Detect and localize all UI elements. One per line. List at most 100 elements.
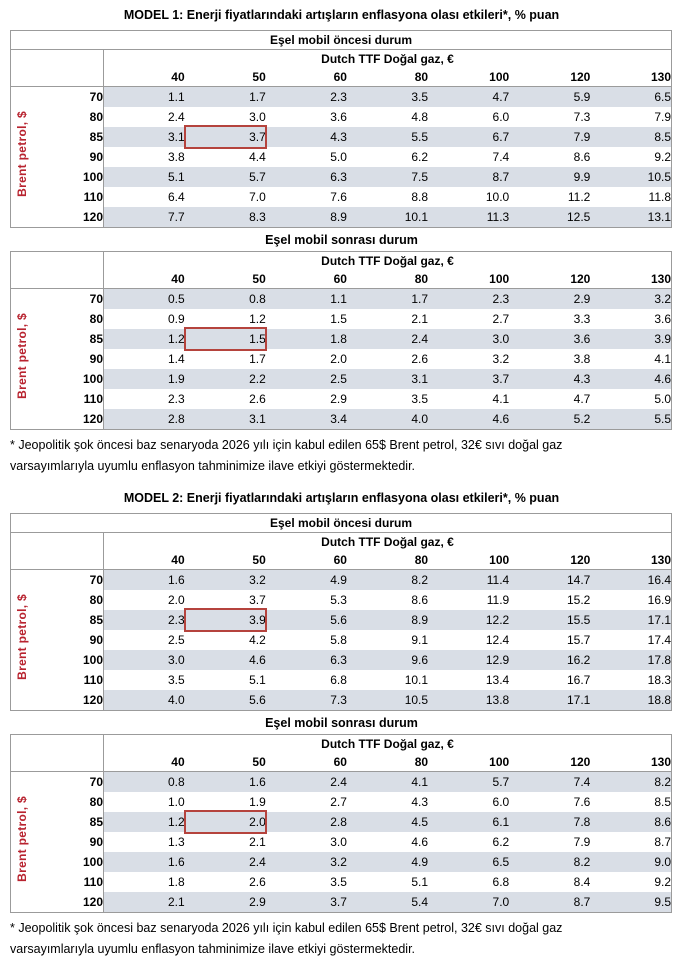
- value-cell: 16.9: [647, 593, 671, 607]
- value-cell: 0.5: [103, 288, 185, 309]
- model-1-section: MODEL 1: Enerji fiyatlarındaki artışları…: [10, 8, 673, 477]
- value-cell: 5.5: [590, 409, 672, 430]
- row-header: 80: [32, 590, 104, 610]
- value-cell: 9.2: [654, 875, 671, 889]
- col-header: 60: [265, 753, 347, 772]
- col-header: 40: [103, 68, 185, 87]
- oil-axis-label: Brent petrol, $: [14, 111, 29, 197]
- header-spacer: [10, 68, 104, 87]
- table-row: 100 3.0 4.6 6.3 9.6 12.9 16.2 17.8: [11, 650, 672, 670]
- value-cell: 9.9: [509, 167, 591, 187]
- value-cell: 6.5: [428, 852, 510, 872]
- value-cell: 2.1: [103, 892, 185, 913]
- value-cell: 3.1: [103, 127, 185, 147]
- value-cell: 1.3: [167, 835, 185, 849]
- col-header: 130: [590, 551, 672, 570]
- value-cell: 5.6: [184, 690, 266, 711]
- value-cell: 4.4: [249, 150, 266, 164]
- value-cell: 7.8: [509, 812, 591, 832]
- value-cell: 12.4: [485, 633, 510, 647]
- value-cell: 1.8: [265, 329, 347, 349]
- value-cell: 5.6: [265, 610, 347, 630]
- value-cell: 6.2: [492, 835, 510, 849]
- value-cell: 7.6: [330, 190, 347, 204]
- value-cell: 2.8: [103, 409, 185, 430]
- value-cell: 4.3: [509, 369, 591, 389]
- header-spacer: [10, 734, 104, 753]
- model-2-tables: Eşel mobil öncesi durum Dutch TTF Doğal g…: [10, 513, 673, 913]
- value-cell: 6.8: [330, 673, 347, 687]
- value-cell: 2.1: [249, 835, 266, 849]
- value-cell: 3.4: [265, 409, 347, 430]
- gas-axis-label: Dutch TTF Doğal gaz, €: [321, 254, 454, 268]
- row-header: 70: [32, 569, 104, 590]
- value-cell: 3.2: [265, 852, 347, 872]
- model-2-table-sonrasi: Dutch TTF Doğal gaz, €40 50 60 80 100 120 130 B…: [10, 734, 672, 913]
- oil-axis-group: Brent petrol, $: [11, 772, 33, 913]
- value-cell: 3.5: [346, 86, 429, 107]
- value-cell: 13.8: [428, 690, 510, 711]
- value-cell: 1.6: [103, 852, 185, 872]
- value-cell: 7.3: [573, 110, 591, 124]
- value-cell: 3.8: [167, 150, 185, 164]
- value-cell: 9.0: [590, 852, 672, 872]
- value-cell: 6.1: [428, 812, 510, 832]
- value-cell: 2.0: [330, 352, 347, 366]
- table-row: 90 3.8 4.4 5.0 6.2 7.4 8.6 9.2: [11, 147, 672, 167]
- footnote-line: * Jeopolitik şok öncesi baz senaryoda 20…: [10, 438, 563, 452]
- value-cell: 8.2: [590, 771, 672, 792]
- value-cell: 3.1: [184, 409, 266, 430]
- model-2-footnote: * Jeopolitik şok öncesi baz senaryoda 20…: [10, 918, 673, 960]
- row-header: 110: [32, 389, 104, 409]
- value-cell: 4.1: [346, 771, 429, 792]
- col-header: 80: [346, 753, 429, 772]
- value-cell: 2.7: [330, 795, 347, 809]
- value-cell: 1.7: [346, 288, 429, 309]
- col-header: 50: [184, 753, 266, 772]
- col-header: 130: [590, 68, 672, 87]
- value-cell: 7.6: [573, 795, 591, 809]
- value-cell: 1.2: [103, 329, 185, 349]
- value-cell: 3.5: [411, 392, 429, 406]
- col-header: 60: [265, 68, 347, 87]
- value-cell: 3.0: [249, 110, 266, 124]
- col-header: 80: [346, 270, 429, 289]
- value-cell: 3.5: [330, 875, 347, 889]
- value-cell: 6.5: [590, 86, 672, 107]
- value-cell: 13.1: [590, 207, 672, 228]
- table-row: 80 2.4 3.0 3.6 4.8 6.0 7.3 7.9: [11, 107, 672, 127]
- value-cell: 8.5: [654, 795, 671, 809]
- table-row: 120 2.1 2.9 3.7 5.4 7.0 8.7 9.5: [11, 892, 672, 913]
- value-cell: 3.0: [103, 650, 185, 670]
- row-header: 70: [32, 86, 104, 107]
- value-cell: 8.9: [265, 207, 347, 228]
- highlighted-value-cell: 3.9: [183, 608, 267, 632]
- value-cell: 2.5: [265, 369, 347, 389]
- value-cell: 2.4: [184, 852, 266, 872]
- value-cell: 11.8: [648, 190, 671, 204]
- value-cell: 3.7: [428, 369, 510, 389]
- col-header: 100: [428, 68, 510, 87]
- highlighted-value-cell: 1.5: [183, 327, 267, 351]
- col-header: 40: [103, 753, 185, 772]
- value-cell: 12.2: [428, 610, 510, 630]
- header-spacer: [10, 753, 104, 772]
- table-caption: Eşel mobil öncesi durum: [10, 30, 672, 50]
- col-header: 130: [590, 753, 672, 772]
- table-row: 110 2.3 2.6 2.9 3.5 4.1 4.7 5.0: [11, 389, 672, 409]
- value-cell: 9.2: [654, 150, 671, 164]
- value-cell: 6.4: [167, 190, 185, 204]
- value-cell: 7.9: [573, 835, 591, 849]
- col-header: 60: [265, 270, 347, 289]
- value-cell: 3.7: [265, 892, 347, 913]
- header-spacer: [10, 270, 104, 289]
- model-1-tables: Eşel mobil öncesi durum Dutch TTF Doğal g…: [10, 30, 673, 430]
- value-cell: 8.2: [509, 852, 591, 872]
- value-cell: 4.1: [492, 392, 510, 406]
- table-caption: Eşel mobil sonrası durum: [265, 716, 418, 730]
- value-cell: 2.1: [411, 312, 429, 326]
- row-header: 110: [32, 670, 104, 690]
- col-header: 80: [346, 551, 429, 570]
- value-cell: 4.7: [573, 392, 591, 406]
- table-row: Brent petrol, $70 1.6 3.2 4.9 8.2 11.4 14.7 16.…: [11, 569, 672, 680]
